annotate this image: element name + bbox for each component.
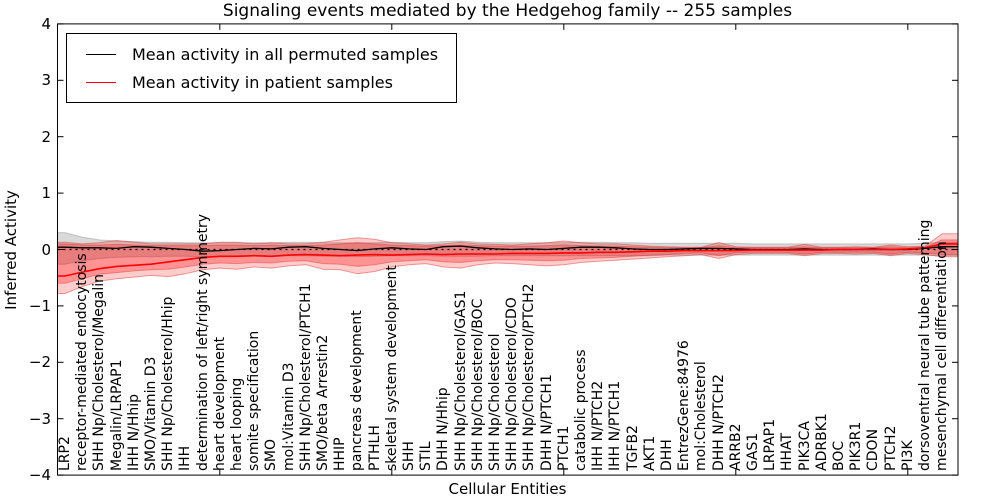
x-tick-label: TGFB2	[624, 425, 641, 471]
legend-item: Mean activity in all permuted samples	[86, 40, 438, 68]
legend-label: Mean activity in patient samples	[132, 72, 393, 92]
permuted-mean-line	[57, 245, 958, 252]
y-tick-label: −1	[28, 296, 51, 315]
chart-title: Signaling events mediated by the Hedgeho…	[222, 1, 793, 21]
x-tick-label: Megalin/LRPAP1	[108, 359, 125, 471]
x-tick-label: SMO	[263, 439, 280, 471]
x-tick-label: CDON	[865, 428, 882, 471]
x-axis-label: Cellular Entities	[448, 480, 567, 498]
x-tick-label: IHH	[177, 445, 194, 471]
x-tick-label: AKT1	[641, 435, 658, 471]
x-tick-label: heart development	[211, 336, 228, 471]
x-tick-label: DHH N/Hhip	[435, 387, 452, 471]
x-tick-label: DHH N/PTCH2	[710, 374, 727, 471]
x-tick-label: SHH Np/Cholesterol/GAS1	[452, 290, 469, 471]
x-tick-label: SHH Np/Cholesterol/CDO	[504, 297, 521, 471]
x-tick-label: determination of left/right symmetry	[194, 213, 211, 471]
x-tick-label: SMO/Vitamin D3	[143, 356, 159, 471]
legend: Mean activity in all permuted samples Me…	[66, 33, 458, 103]
y-tick-label: 3	[41, 71, 51, 90]
x-tick-label: SHH Np/Cholesterol/BOC	[469, 298, 486, 471]
x-tick-label: BOC	[831, 440, 847, 471]
x-tick-label: LRP2	[57, 436, 73, 471]
x-tick-label: DHH	[659, 439, 675, 471]
y-tick-label: −4	[28, 466, 51, 485]
legend-line-patient	[86, 81, 116, 83]
x-tick-label: PTHLH	[366, 425, 383, 471]
legend-item: Mean activity in patient samples	[86, 68, 438, 96]
x-tick-label: skeletal system development	[383, 265, 400, 471]
x-tick-label: somite specification	[246, 330, 263, 471]
y-tick-label: −2	[28, 353, 51, 372]
x-tick-label: PTCH2	[882, 425, 899, 471]
x-tick-label: dorsoventral neural tube patterning	[917, 219, 933, 471]
x-tick-label: PI3K	[899, 440, 916, 471]
x-tick-label: mol:Vitamin D3	[280, 362, 297, 471]
x-tick-label: IHH N/PTCH1	[607, 380, 624, 471]
x-tick-label: SHH Np/Cholesterol	[487, 333, 503, 471]
x-tick-label: SMO/beta Arrestin2	[315, 334, 331, 471]
x-tick-label: HHAT	[779, 432, 796, 471]
x-tick-label: PIK3R1	[848, 421, 865, 471]
x-tick-label: mol:Cholesterol	[693, 361, 710, 471]
y-tick-label: 4	[41, 14, 51, 33]
x-tick-label: ADRBK1	[813, 413, 830, 471]
x-tick-label: SHH	[401, 441, 417, 471]
x-tick-label: heart looping	[229, 377, 245, 471]
x-tick-label: PTCH1	[555, 425, 572, 471]
x-tick-label: DHH N/PTCH1	[538, 374, 555, 471]
x-tick-label: SHH Np/Cholesterol/Megalin	[91, 273, 108, 471]
x-tick-label: EntrezGene:84976	[676, 340, 693, 471]
x-tick-label: SHH Np/Cholesterol/PTCH2	[521, 283, 538, 471]
y-tick-label: −3	[28, 409, 51, 428]
x-tick-label: ARRB2	[727, 423, 744, 471]
y-tick-label: 2	[41, 127, 51, 146]
x-tick-label: receptor-mediated endocytosis	[74, 253, 91, 471]
x-tick-label: LRPAP1	[762, 418, 779, 471]
x-tick-label: pancreas development	[349, 310, 366, 471]
x-tick-label: GAS1	[745, 432, 761, 471]
x-tick-label: SHH Np/Cholesterol/PTCH1	[297, 283, 314, 471]
y-tick-label: 1	[41, 184, 51, 203]
patient-mean-line	[57, 243, 958, 277]
y-tick-label: 0	[41, 240, 51, 259]
x-tick-label: SHH Np/Cholesterol/Hhip	[160, 296, 177, 471]
x-tick-label: mesenchymal cell differentiation	[934, 241, 951, 471]
x-tick-label: PIK3CA	[796, 420, 813, 471]
x-tick-label: catabolic process	[573, 349, 589, 471]
x-tick-label: HHIP	[332, 437, 349, 471]
y-axis-label: Inferred Activity	[2, 190, 20, 310]
legend-line-permuted	[86, 53, 116, 55]
legend-label: Mean activity in all permuted samples	[132, 44, 439, 64]
x-tick-label: IHH N/Hhip	[125, 394, 142, 471]
x-tick-label: STIL	[418, 441, 435, 471]
x-tick-label: IHH N/PTCH2	[590, 380, 607, 471]
